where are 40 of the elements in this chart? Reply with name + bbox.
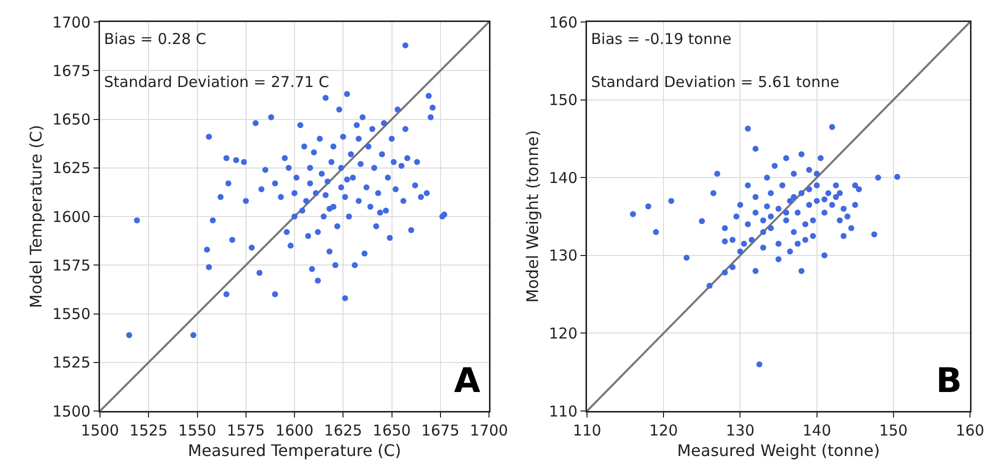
y-axis-title: Model Weight (tonne) — [523, 130, 542, 303]
y-tick-label: 140 — [548, 168, 578, 187]
x-tick-label: 150 — [879, 422, 908, 440]
x-tick-label: 1675 — [421, 422, 460, 440]
y-tick-label: 1575 — [52, 256, 90, 274]
y-tick-label: 1525 — [52, 354, 90, 372]
x-axis-title: Measured Temperature (C) — [188, 440, 402, 460]
x-tick-label: 1525 — [130, 422, 168, 440]
y-tick-label: 1675 — [52, 62, 90, 80]
annotation: Bias = -0.19 tonne — [591, 30, 732, 48]
x-tick-label: 1500 — [80, 422, 120, 440]
y-tick-label: 1625 — [52, 159, 90, 178]
annotation: A — [454, 361, 481, 401]
y-tick-label: 160 — [548, 13, 578, 32]
y-tick-label: 150 — [548, 91, 578, 110]
annotation: Standard Deviation = 5.61 tonne — [591, 73, 840, 91]
x-tick-label: 1575 — [226, 422, 265, 440]
y-tick-label: 130 — [548, 246, 578, 265]
x-tick-label: 140 — [802, 422, 832, 440]
x-tick-label: 1625 — [324, 422, 362, 440]
x-tick-label: 160 — [956, 422, 984, 440]
x-axis-title: Measured Weight (tonne) — [677, 440, 880, 460]
y-tick-label: 1600 — [52, 208, 90, 226]
x-tick-label: 1600 — [275, 422, 314, 440]
y-tick-label: 1500 — [52, 402, 90, 420]
y-tick-label: 110 — [548, 402, 578, 420]
annotation: B — [936, 361, 962, 401]
annotation: Standard Deviation = 27.71 C — [104, 73, 330, 91]
annotation: Bias = 0.28 C — [104, 30, 206, 48]
y-tick-label: 1650 — [52, 110, 90, 128]
y-tick-label: 1700 — [52, 13, 90, 32]
x-tick-label: 120 — [649, 422, 678, 440]
y-tick-label: 1550 — [52, 305, 90, 323]
x-tick-label: 1550 — [178, 422, 216, 440]
y-tick-label: 120 — [548, 324, 578, 342]
x-tick-label: 130 — [726, 422, 755, 440]
x-tick-label: 1700 — [470, 422, 508, 440]
x-tick-label: 1650 — [372, 422, 411, 440]
x-tick-label: 110 — [572, 422, 602, 440]
y-axis-title: Model Temperature (C) — [26, 124, 46, 308]
